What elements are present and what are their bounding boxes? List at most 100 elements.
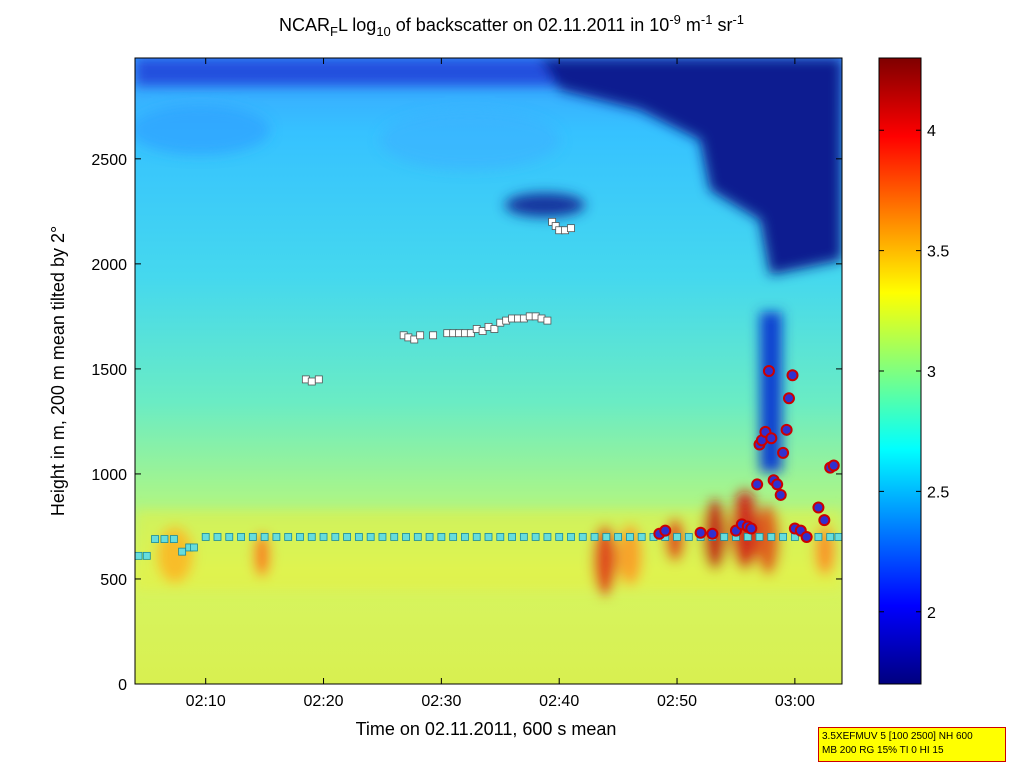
mlh-marker	[767, 533, 776, 541]
mlh-marker	[354, 533, 363, 541]
mlh-marker	[425, 533, 434, 541]
aerosol-marker	[410, 335, 419, 344]
mlh-marker	[449, 533, 458, 541]
mlh-marker	[402, 533, 410, 541]
mlh-marker	[555, 533, 564, 541]
y-tick-label: 0	[118, 677, 127, 694]
mlh-marker	[743, 533, 752, 541]
mlh-marker	[508, 533, 516, 541]
aerosol-marker	[429, 331, 438, 340]
mlh-marker	[543, 533, 552, 541]
mlh-marker	[684, 533, 693, 541]
mlh-marker	[614, 533, 623, 541]
heatmap-field	[135, 58, 842, 684]
mlh-marker	[296, 533, 304, 541]
y-tick-label: 1500	[91, 362, 127, 379]
mlh-marker	[248, 533, 257, 541]
mlh-marker	[331, 533, 340, 541]
mlh-marker	[190, 543, 198, 552]
cloud-base-marker	[827, 459, 840, 472]
mlh-marker	[531, 533, 540, 541]
colorbar: 2 2.5 3 3.5 4	[878, 57, 949, 685]
aerosol-marker	[416, 331, 425, 340]
info-line-1: 3.5XEFMUV 5 [100 2500] NH 600	[822, 731, 973, 742]
cloud-base-marker	[786, 369, 799, 382]
cloud-base-marker	[782, 392, 795, 405]
layer-cloud-base-height	[653, 365, 840, 543]
mlh-marker	[260, 533, 269, 541]
mlh-marker	[637, 533, 646, 541]
mlh-marker	[366, 533, 375, 541]
colorbar-scale	[878, 57, 922, 685]
mlh-marker	[169, 535, 178, 543]
x-tick-label: 02:10	[186, 693, 226, 710]
y-axis: 0 500 1000 1500 2000 2500	[91, 152, 842, 694]
mlh-marker	[519, 533, 528, 541]
mlh-marker	[834, 533, 843, 541]
y-tick-label: 1000	[91, 467, 127, 484]
x-tick-label: 02:30	[421, 693, 461, 710]
mlh-marker	[472, 533, 481, 541]
mlh-marker	[307, 533, 316, 541]
mlh-marker	[626, 533, 634, 541]
info-line-2: MB 200 RG 15% TI 0 HI 15	[822, 745, 944, 756]
mlh-marker	[378, 533, 387, 541]
mlh-marker	[151, 535, 159, 543]
cloud-base-marker	[659, 524, 672, 537]
aerosol-marker	[314, 375, 323, 384]
colorbar-ticks: 2 2.5 3 3.5 4	[879, 123, 949, 622]
mlh-marker	[496, 533, 505, 541]
mlh-marker	[437, 533, 446, 541]
cloud-base-marker	[812, 501, 825, 514]
colorbar-tick-label: 2.5	[927, 484, 949, 501]
cloud-base-marker	[765, 432, 778, 445]
cloud-base-marker	[745, 522, 758, 535]
mlh-marker	[461, 533, 469, 541]
aerosol-marker	[466, 329, 475, 338]
mlh-marker	[484, 533, 493, 541]
colorbar-tick-label: 4	[927, 123, 936, 140]
y-tick-label: 2000	[91, 257, 127, 274]
y-tick-label: 2500	[91, 152, 127, 169]
mlh-marker	[284, 533, 293, 541]
plot-frame	[134, 57, 843, 685]
cloud-base-marker	[771, 478, 784, 491]
mlh-marker	[755, 533, 764, 541]
cloud-base-marker	[777, 446, 790, 459]
x-tick-label: 02:20	[304, 693, 344, 710]
mlh-marker	[225, 533, 234, 541]
cloud-base-marker	[694, 526, 707, 539]
mlh-marker	[720, 533, 729, 541]
x-tick-label: 02:50	[657, 693, 697, 710]
mlh-marker	[673, 533, 681, 541]
aerosol-marker	[307, 377, 316, 386]
mlh-marker	[319, 533, 328, 541]
colorbar-tick-label: 2	[927, 605, 936, 622]
processing-info-box: 3.5XEFMUV 5 [100 2500] NH 600 MB 200 RG …	[818, 727, 1006, 762]
mlh-marker	[272, 533, 281, 541]
aerosol-marker	[543, 316, 552, 325]
cloud-base-marker	[800, 530, 813, 543]
cloud-base-marker	[774, 488, 787, 501]
aerosol-marker	[567, 224, 575, 233]
mlh-marker	[826, 533, 835, 541]
aerosol-marker	[478, 327, 487, 335]
aerosol-marker	[490, 325, 499, 333]
cloud-base-marker	[780, 423, 793, 436]
layer-aerosol-layer-height	[301, 217, 575, 386]
marker-layers	[134, 217, 843, 560]
x-axis: 02:10 02:20 02:30 02:40 02:50 03:00	[186, 58, 815, 710]
mlh-marker	[590, 533, 599, 541]
mlh-marker	[213, 533, 222, 541]
cloud-base-marker	[762, 365, 775, 377]
mlh-marker	[602, 533, 611, 541]
chart-title: NCARFL log10 of backscatter on 02.11.201…	[278, 12, 745, 39]
mlh-marker	[390, 533, 399, 541]
mlh-marker	[814, 533, 823, 541]
colorbar-tick-label: 3.5	[927, 244, 949, 261]
mlh-marker	[201, 533, 210, 541]
mlh-marker	[779, 533, 787, 541]
mlh-marker	[413, 533, 422, 541]
cloud-base-marker	[751, 478, 764, 491]
y-tick-label: 500	[100, 572, 127, 589]
